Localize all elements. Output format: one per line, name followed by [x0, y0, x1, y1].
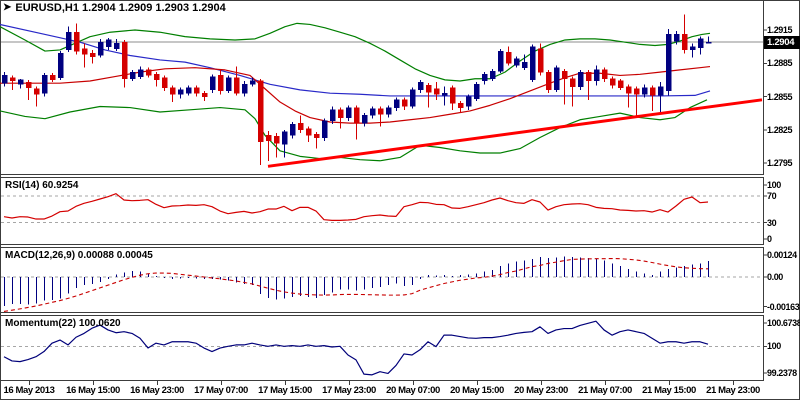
time-axis-label: 16 May 2013 — [3, 385, 55, 396]
time-axis-label: 17 May 23:00 — [322, 385, 376, 396]
y-axis-label: 1.2795 — [767, 158, 793, 168]
y-axis-label: 1.2825 — [767, 124, 793, 135]
time-axis-label: 16 May 23:00 — [130, 385, 184, 396]
time-axis-label: 17 May 15:00 — [258, 385, 312, 396]
y-axis-label: 0.00 — [767, 272, 783, 282]
symbol-quote-text: EURUSD,H1 1.2904 1.2909 1.2903 1.2904 — [15, 1, 226, 14]
time-axis-label: 17 May 07:00 — [194, 385, 248, 396]
current-price-value: 1.2904 — [767, 36, 795, 48]
time-axis-label: 16 May 15:00 — [66, 385, 120, 396]
y-axis-label: 0 — [767, 234, 772, 244]
time-axis-label: 20 May 07:00 — [386, 385, 440, 396]
chart-title: ➤ EURUSD,H1 1.2904 1.2909 1.2903 1.2904 — [3, 1, 226, 14]
y-axis-label: 1.2915 — [767, 25, 793, 35]
current-price-tag: 1.2904 — [764, 35, 800, 49]
y-axis-label: 100.6738 — [767, 318, 800, 328]
y-axis-label: 100 — [767, 180, 781, 190]
macd-indicator-label: MACD(12,26,9) 0.00088 0.00045 — [5, 250, 153, 261]
time-axis-label: 21 May 23:00 — [706, 385, 760, 396]
y-axis-label: 70 — [767, 191, 777, 201]
time-axis-label: 21 May 07:00 — [578, 385, 632, 396]
time-axis-label: 20 May 15:00 — [450, 385, 504, 396]
y-axis-label: 0.00124 — [767, 250, 797, 260]
y-axis-label: 100 — [767, 341, 781, 352]
time-axis-label: 21 May 15:00 — [642, 385, 696, 396]
momentum-indicator-label: Momentum(22) 100.0620 — [5, 318, 121, 329]
y-axis-label: 1.2885 — [767, 58, 793, 69]
title-arrow-icon: ➤ — [3, 1, 12, 13]
y-axis-label: 99.2378 — [767, 367, 797, 378]
y-axis-label: 30 — [767, 217, 777, 228]
rsi-indicator-label: RSI(14) 60.9254 — [5, 180, 79, 191]
y-axis-label: 1.2855 — [767, 91, 793, 102]
time-axis-label: 20 May 23:00 — [514, 385, 568, 396]
y-axis-label: -0.00163 — [767, 301, 800, 312]
